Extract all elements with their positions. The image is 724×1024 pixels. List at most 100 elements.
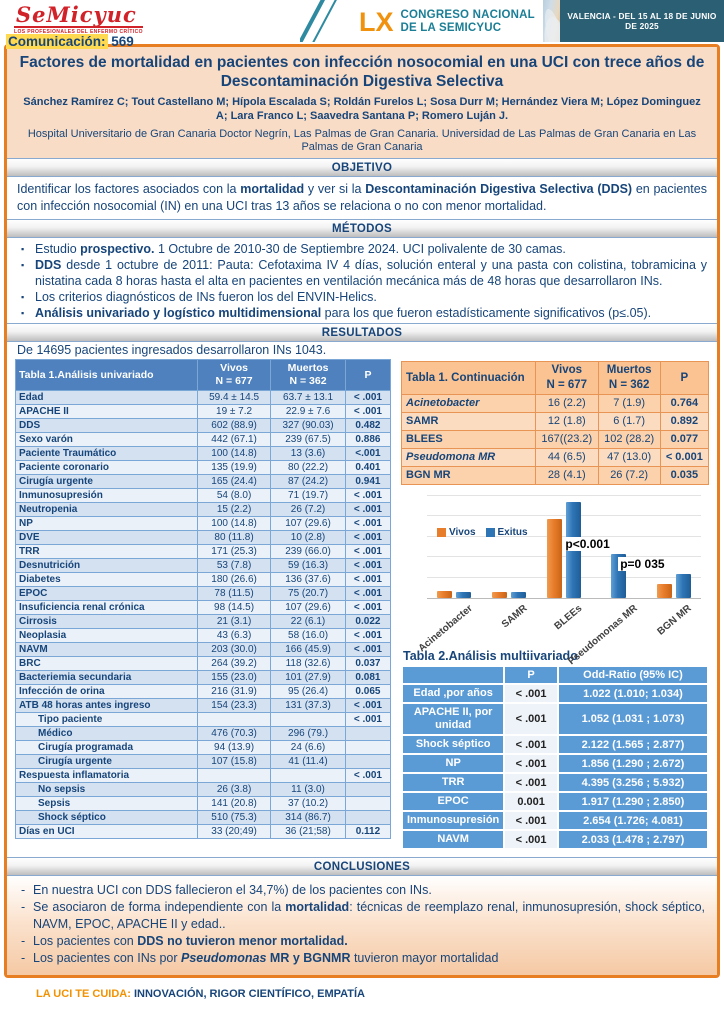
conclusions-block: En nuestra UCI con DDS fallecieron el 34… xyxy=(7,876,717,975)
chart-x-axis-labels: Acinetobacter SAMR BLEEs Pseudomonas MR BGN … xyxy=(416,601,701,668)
section-header-conclusiones: CONCLUSIONES xyxy=(7,857,717,876)
conclusion-item: En nuestra UCI con DDS fallecieron el 34… xyxy=(19,882,705,899)
metodos-bullet: Los criterios diagnósticos de INs fueron… xyxy=(21,289,707,305)
table-row: No sepsis 26 (3.8) 11 (3.0) xyxy=(15,782,392,797)
table-row: NAVM < .001 2.033 (1.478 ; 2.797) xyxy=(403,831,707,848)
conclusion-item: Se asociaron de forma independiente con … xyxy=(19,899,705,933)
table-row: Infección de orina 216 (31.9) 95 (26.4) 0.0… xyxy=(15,684,392,699)
bar-group-acinetobacter xyxy=(427,497,482,598)
legend-swatch-icon xyxy=(485,528,495,537)
table-row: Inmunosupresión 54 (8.0) 71 (19.7) < .001 xyxy=(15,488,392,503)
table-row: BGN MR 28 (4.1) 26 (7.2) 0.035 xyxy=(401,466,710,485)
x-axis-label: BLEEs xyxy=(552,603,585,633)
venue-photo xyxy=(542,0,560,42)
bar-vivos xyxy=(656,584,672,598)
legend-key-exitus: Exitus xyxy=(485,527,528,538)
table-row: APACHE II, por unidad < .001 1.052 (1.031 … xyxy=(403,704,707,734)
table-row: Paciente Traumático 100 (14.8) 13 (3.6) <.0… xyxy=(15,446,392,461)
bar-exitus xyxy=(511,592,527,598)
results-right-column: Tabla 1. Continuación Vivos N = 677 Muertos… xyxy=(401,359,710,857)
bar-exitus xyxy=(675,573,691,598)
communication-number: 569 xyxy=(111,34,134,49)
table-row: Cirugía programada 94 (13.9) 24 (6.6) xyxy=(15,740,392,755)
x-axis-label: SAMR xyxy=(500,603,530,631)
conclusion-item: Los pacientes con DDS no tuvieron menor … xyxy=(19,933,705,950)
table-row: Neoplasia 43 (6.3) 58 (16.0) < .001 xyxy=(15,628,392,643)
semicyuc-logo-tagline: LOS PROFESIONALES DEL ENFERMO CRÍTICO xyxy=(14,29,143,35)
table-multivariate-caption: Tabla 2.Análisis multiivariado xyxy=(403,649,578,663)
table-row: Neutropenia 15 (2.2) 26 (7.2) < .001 xyxy=(15,502,392,517)
chart-legend: Vivos Exitus xyxy=(437,527,528,538)
table-row: ATB 48 horas antes ingreso 154 (23.3) 131 … xyxy=(15,698,392,713)
semicyuc-logo-text: SeMicyuc xyxy=(14,4,143,28)
bar-vivos xyxy=(546,519,562,598)
table-row: Pseudomona MR 44 (6.5) 47 (13.0) < 0.001 xyxy=(401,448,710,467)
table-multivariate: P Odd-Ratio (95% IC) Edad ,por años < .001 1… xyxy=(401,665,709,850)
section-header-metodos: MÉTODOS xyxy=(7,219,717,238)
table-row: DVE 80 (11.8) 10 (2.8) < .001 xyxy=(15,530,392,545)
table-row: Acinetobacter 16 (2.2) 7 (1.9) 0.764 xyxy=(401,394,710,413)
table-row: Respuesta inflamatoria < .001 xyxy=(15,768,392,783)
table-row: Sepsis 141 (20.8) 37 (10.2) xyxy=(15,796,392,811)
table-row: TRR 171 (25.3) 239 (66.0) < .001 xyxy=(15,544,392,559)
table-row: APACHE II 19 ± 7.2 22.9 ± 7.6 < .001 xyxy=(15,404,392,419)
chart-annotation: p=0 035 xyxy=(618,556,667,571)
metodos-bullet: DDS desde 1 octubre de 2011: Pauta: Cefo… xyxy=(21,257,707,289)
top-banner: SeMicyuc LOS PROFESIONALES DEL ENFERMO C… xyxy=(0,0,724,42)
table-row: NP < .001 1.856 (1.290 ; 2.672) xyxy=(403,755,707,772)
table-row: Días en UCI 33 (20;49) 36 (21;58) 0.112 xyxy=(15,824,392,839)
table-row: Diabetes 180 (26.6) 136 (37.6) < .001 xyxy=(15,572,392,587)
metodos-bullet: Estudio prospectivo. 1 Octubre de 2010-3… xyxy=(21,241,707,257)
venue-text: VALENCIA - DEL 15 AL 18 DE JUNIO DE 2025 xyxy=(567,11,717,31)
table-univariate: Tabla 1.Análisis univariado Vivos N = 677 M… xyxy=(15,359,392,839)
table-row: EPOC 78 (11.5) 75 (20.7) < .001 xyxy=(15,586,392,601)
section-header-resultados: RESULTADOS xyxy=(7,323,717,342)
table-row: Desnutrición 53 (7.8) 59 (16.3) < .001 xyxy=(15,558,392,573)
table-row: Bacteriemia secundaria 155 (23.0) 101 (27.… xyxy=(15,670,392,685)
table-row: Médico 476 (70.3) 296 (79.) xyxy=(15,726,392,741)
table-row: Cirrosis 21 (3.1) 22 (6.1) 0.022 xyxy=(15,614,392,629)
table-row: Edad ,por años < .001 1.022 (1.010; 1.034) xyxy=(403,685,707,702)
bar-group-bgn-mr: p=0 035 xyxy=(618,497,701,598)
table-row: Paciente coronario 135 (19.9) 80 (22.2) 0.4… xyxy=(15,460,392,475)
poster-title: Factores de mortalidad en pacientes con … xyxy=(19,54,705,90)
results-intro: De 14695 pacientes ingresados desarrolla… xyxy=(17,343,327,357)
table-row: Inmunosupresión < .001 2.654 (1.726; 4.081… xyxy=(403,812,707,829)
bar-vivos xyxy=(437,590,453,598)
legend-swatch-icon xyxy=(437,528,446,537)
section-header-objetivo: OBJETIVO xyxy=(7,158,717,177)
chart-annotation: p<0.001 xyxy=(563,536,612,551)
congress-logo: LX CONGRESO NACIONAL DE LA SEMICYUC xyxy=(229,0,543,42)
bar-group-pseudomonas-mr: p<0.001 xyxy=(563,497,646,598)
congress-name-line1: CONGRESO NACIONAL xyxy=(400,9,535,21)
metodos-bullet: Análisis univariado y logístico multidim… xyxy=(21,305,707,321)
table-row: Insuficiencia renal crónica 98 (14.5) 107 … xyxy=(15,600,392,615)
banner-slash-decoration xyxy=(300,0,340,42)
bar-chart-resistant-organisms: p<0.001 p=0 035 Vivos Exitus Acinetobacter… xyxy=(409,493,705,668)
table-univariate-continuation: Tabla 1. Continuación Vivos N = 677 Muertos… xyxy=(401,361,710,485)
semicyuc-logo: SeMicyuc LOS PROFESIONALES DEL ENFERMO C… xyxy=(0,0,229,42)
footer-slogan-rest: INNOVACIÓN, RIGOR CIENTÍFICO, EMPATÍA xyxy=(130,988,365,1000)
main-content: Factores de mortalidad en pacientes con … xyxy=(4,44,720,978)
communication-label: Comunicación: xyxy=(6,34,108,49)
x-axis-label: Pseudomonas MR xyxy=(565,603,640,668)
table-row: Shock séptico 510 (75.3) 314 (86.7) xyxy=(15,810,392,825)
x-axis-label: Acinetobacter xyxy=(416,603,475,655)
legend-key-vivos: Vivos xyxy=(437,527,476,538)
table-row: Tipo paciente < .001 xyxy=(15,712,392,727)
bar-exitus xyxy=(456,591,472,598)
venue-banner: VALENCIA - DEL 15 AL 18 DE JUNIO DE 2025 xyxy=(560,0,724,42)
authors: Sánchez Ramírez C; Tout Castellano M; Hí… xyxy=(23,96,701,122)
affiliation: Hospital Universitario de Gran Canaria D… xyxy=(27,128,697,153)
table-row: EPOC 0.001 1.917 (1.290 ; 2.850) xyxy=(403,793,707,810)
table-row: Shock séptico < .001 2.122 (1.565 ; 2.877) xyxy=(403,736,707,753)
table-row: Edad 59.4 ± 14.5 63.7 ± 13.1 < .001 xyxy=(15,390,392,405)
chart-plot-area: p<0.001 p=0 035 xyxy=(427,495,701,599)
bar-group-samr xyxy=(482,497,537,598)
table-row: BLEES 167((23.2) 102 (28.2) 0.077 xyxy=(401,430,710,449)
footer-slogan-lead: LA UCI TE CUIDA: xyxy=(36,988,131,1000)
results-left-column: Tabla 1.Análisis univariado Vivos N = 677 M… xyxy=(15,359,392,857)
objetivo-text: Identificar los factores asociados con l… xyxy=(17,182,707,213)
table-row: NAVM 203 (30.0) 166 (45.9) < .001 xyxy=(15,642,392,657)
table-row: Cirugía urgente 165 (24.4) 87 (24.2) 0.941 xyxy=(15,474,392,489)
